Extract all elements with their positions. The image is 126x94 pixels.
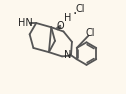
Text: O: O — [57, 21, 65, 31]
Text: Cl: Cl — [76, 4, 85, 14]
Text: N: N — [65, 50, 72, 60]
Text: Cl: Cl — [86, 28, 96, 38]
Text: ·: · — [73, 7, 77, 21]
Text: HN: HN — [18, 18, 32, 28]
Text: H: H — [64, 13, 71, 23]
